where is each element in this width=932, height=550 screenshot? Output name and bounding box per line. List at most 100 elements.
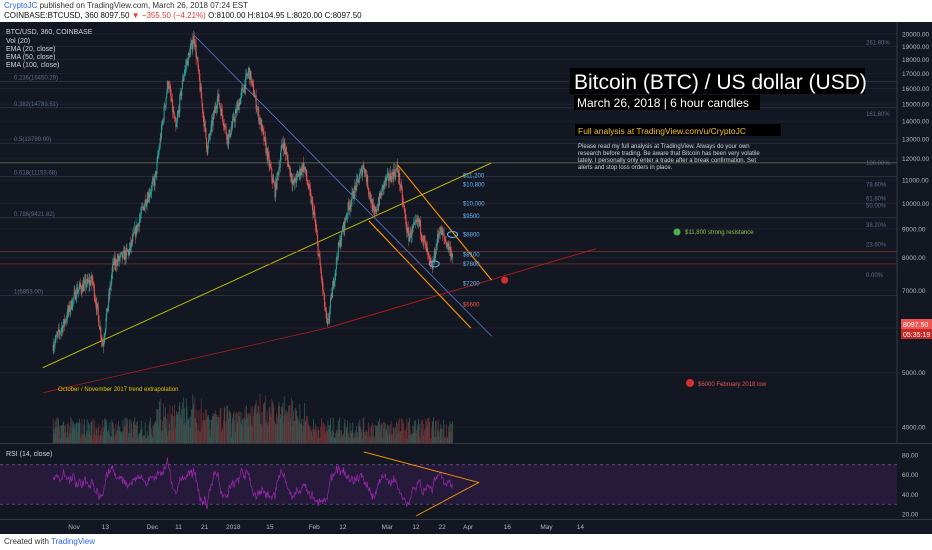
volume-bar [347, 435, 349, 443]
volume-bar [398, 431, 400, 443]
volume-bar [175, 428, 177, 443]
volume-bar [99, 438, 100, 443]
volume-bar [237, 413, 239, 443]
volume-bar [321, 422, 323, 443]
volume-bar [405, 430, 406, 443]
price-chart-svg[interactable]: 0.236(16450.29) 0.382(14783.51) 0.5(13789.… [0, 22, 932, 534]
candle-body [262, 124, 264, 130]
candle-body [117, 259, 119, 262]
volume-bar [335, 431, 337, 443]
candle-body [404, 209, 406, 214]
volume-bar [300, 423, 302, 443]
candle-body [207, 139, 209, 144]
candle-body [400, 184, 402, 188]
volume-bar [261, 412, 263, 443]
volume-bar [160, 419, 162, 443]
candle-body [300, 172, 302, 176]
candle-body [107, 305, 109, 312]
volume-bar [101, 427, 102, 443]
candle-body [358, 179, 360, 183]
candle-body [407, 227, 409, 233]
candle-body [139, 217, 141, 220]
price-axis[interactable]: 4000.005000.006000.007000.008000.009000.… [896, 22, 932, 443]
candle-body [231, 125, 233, 129]
tradingview-brand[interactable]: TradingView [51, 537, 96, 546]
candle-body [166, 92, 168, 98]
volume-bar [206, 415, 208, 443]
volume-bar [251, 425, 252, 443]
volume-bar [427, 418, 429, 443]
volume-bar [344, 419, 346, 443]
candle-body [339, 239, 341, 246]
candle-body [267, 152, 269, 160]
candle-body [414, 221, 416, 224]
candle-body [433, 250, 435, 261]
candle-body [346, 214, 348, 216]
candle-body [284, 143, 286, 149]
volume-bar [416, 429, 418, 443]
candle-body [435, 244, 437, 255]
volume-bar [382, 437, 384, 443]
time-tick-label: 15 [266, 524, 274, 531]
candle-body [301, 166, 303, 172]
volume-bar [211, 419, 213, 443]
candle-body [170, 88, 172, 96]
volume-bar [330, 417, 331, 443]
volume-bar [393, 428, 395, 443]
trend-label: October / November 2017 trend extrapolat… [58, 387, 178, 393]
candle-body [234, 120, 236, 122]
volume-bar [427, 417, 429, 443]
volume-bar [327, 420, 329, 443]
candle-body [163, 106, 165, 121]
volume-bar [174, 404, 175, 443]
volume-bar [342, 435, 344, 443]
volume-bar [84, 418, 85, 443]
candle-body [207, 143, 209, 154]
time-tick-label: May [540, 524, 553, 531]
volume-bar [310, 429, 312, 443]
candle-body [264, 136, 266, 141]
candle-body [78, 289, 80, 292]
candle-body [413, 223, 415, 225]
volume-bar [365, 431, 367, 443]
volume-bar [225, 424, 226, 443]
publish-header: CryptoJC published on TradingView.com, M… [0, 0, 932, 22]
candle-body [438, 233, 440, 237]
fib-left-label: 0.786(9421.82) [14, 212, 55, 218]
candle-body [408, 235, 410, 242]
candle-body [244, 84, 246, 90]
chart-area[interactable]: 0.236(16450.29) 0.382(14783.51) 0.5(13789.… [0, 22, 932, 534]
volume-bar [57, 417, 59, 443]
candle-body [164, 105, 166, 108]
volume-bar [145, 437, 147, 443]
volume-bar [241, 424, 243, 443]
candle-body [233, 116, 235, 121]
volume-bar [198, 429, 200, 443]
volume-bar [253, 416, 254, 443]
level-label: $6600 [463, 303, 480, 309]
author-link[interactable]: CryptoJC [4, 1, 38, 10]
candle-body [298, 173, 300, 177]
time-axis[interactable]: Nov 13 Dec 11 21 2018 15 Feb 12 Mar 12 22 Apr 16 May 14 [0, 519, 932, 534]
candle-body [396, 165, 398, 170]
candle-body [409, 230, 411, 236]
time-tick-label: 13 [102, 524, 110, 531]
candle-body [268, 152, 270, 156]
price-tick-label: 5000.00 [902, 370, 926, 377]
analysis-link[interactable]: Full analysis at TradingView.com/u/Crypt… [578, 126, 746, 136]
candle-body [425, 243, 427, 252]
candle-body [350, 200, 352, 206]
candle-body [367, 175, 369, 189]
candle-body [77, 291, 79, 294]
volume-bar [420, 420, 422, 443]
candle-body [393, 169, 395, 180]
volume-bar [415, 432, 417, 443]
volume-bar [441, 427, 442, 443]
candle-body [120, 253, 122, 255]
candle-body [273, 183, 275, 186]
candle-body [91, 275, 93, 281]
volume-bar [234, 431, 236, 443]
fib-right-label: 261.80% [866, 41, 890, 47]
candle-body [215, 108, 217, 110]
volume-bar [323, 430, 325, 443]
